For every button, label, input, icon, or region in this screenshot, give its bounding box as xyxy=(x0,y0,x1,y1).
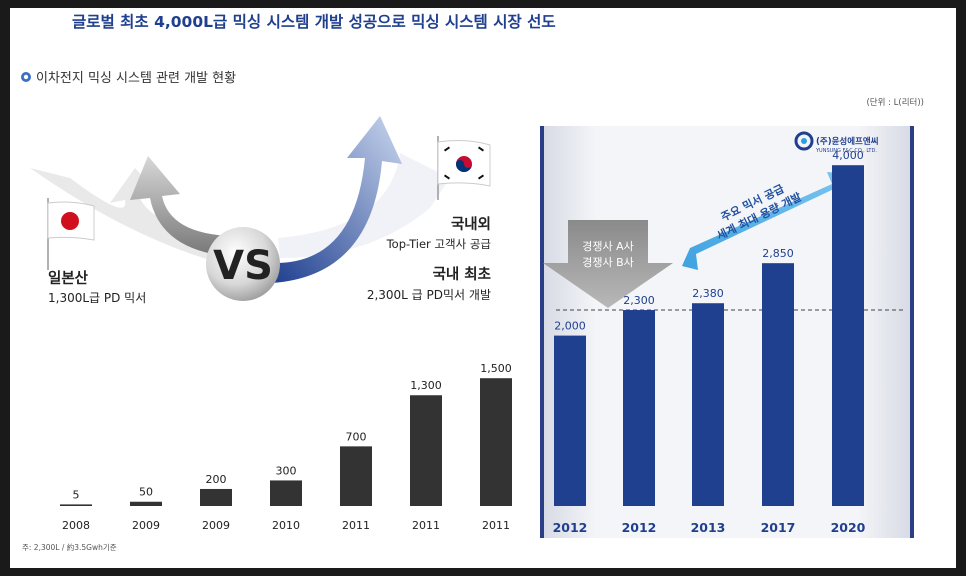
section-subtitle: 이차전지 믹싱 시스템 관련 개발 현황 xyxy=(36,71,236,86)
bar-2013-1-2 xyxy=(692,303,724,506)
bar-2012-1-1 xyxy=(623,310,655,506)
bar-2010-0-3 xyxy=(270,480,302,506)
category-label: 2011 xyxy=(342,519,370,532)
bar-value-label: 2,380 xyxy=(692,287,724,300)
bar-value-label: 2,000 xyxy=(554,320,586,333)
bar-value-label: 50 xyxy=(139,486,153,499)
bar-value-label: 2,300 xyxy=(623,294,655,307)
bar-2012-1-0 xyxy=(554,335,586,506)
bar-value-label: 5 xyxy=(73,488,80,501)
category-label: 2009 xyxy=(132,519,160,532)
bar-2011-0-5 xyxy=(410,395,442,506)
bar-2009-0-2 xyxy=(200,488,232,506)
bar-value-label: 1,500 xyxy=(480,362,512,375)
category-label: 2011 xyxy=(482,519,510,532)
category-label: 2013 xyxy=(691,520,726,535)
korea-desc-2: 2,300L 급 PD믹서 개발 xyxy=(367,288,491,302)
bar-2009-0-1 xyxy=(130,501,162,506)
bar-2008-0-0 xyxy=(60,504,92,506)
bar-value-label: 700 xyxy=(346,430,367,443)
category-label: 2011 xyxy=(412,519,440,532)
category-label: 2017 xyxy=(761,520,796,535)
category-label: 2012 xyxy=(622,520,657,535)
bar-value-label: 1,300 xyxy=(410,379,442,392)
korea-desc-1: Top-Tier 고객사 공급 xyxy=(386,237,491,251)
bar-2011-0-4 xyxy=(340,446,372,506)
category-label: 2012 xyxy=(553,520,588,535)
bar-value-label: 200 xyxy=(206,473,227,486)
page-title: 글로벌 최초 4,000L급 믹싱 시스템 개발 성공으로 믹싱 시스템 시장 … xyxy=(72,12,556,31)
chart-canvas: 글로벌 최초 4,000L급 믹싱 시스템 개발 성공으로 믹싱 시스템 시장 … xyxy=(21,12,924,552)
competitor-line-2: 경쟁사 B사 xyxy=(582,256,634,269)
japan-label: 일본산 xyxy=(48,270,89,287)
infographic-frame: 글로벌 최초 4,000L급 믹싱 시스템 개발 성공으로 믹싱 시스템 시장 … xyxy=(10,8,956,568)
bar-2017-1-3 xyxy=(762,263,794,506)
category-label: 2009 xyxy=(202,519,230,532)
category-label: 2010 xyxy=(272,519,300,532)
company-name: (주)윤성에프앤씨 xyxy=(816,136,879,147)
comparison-graphic: VS 일본산 1,300L급 PD 믹서 국내외 Top-Tier 고객사 공급… xyxy=(30,116,491,305)
vs-circle xyxy=(206,227,280,301)
category-label: 2008 xyxy=(62,519,90,532)
korea-label-1: 국내외 xyxy=(451,215,491,233)
competitor-arrow: 경쟁사 A사 경쟁사 B사 xyxy=(543,220,673,308)
bar-2011-0-6 xyxy=(480,378,512,506)
competitor-line-1: 경쟁사 A사 xyxy=(582,240,634,253)
company-logo: (주)윤성에프앤씨 YUNSUNG F&C CO., LTD. xyxy=(794,131,879,154)
bar-2020-1-4 xyxy=(832,165,864,506)
navy-growth-arrow xyxy=(272,116,402,283)
company-name-en: YUNSUNG F&C CO., LTD. xyxy=(815,148,877,154)
japan-flag-icon xyxy=(47,198,95,270)
category-label: 2020 xyxy=(831,520,866,535)
grey-growth-arrow xyxy=(130,156,232,256)
korea-flag-icon xyxy=(437,136,491,200)
bar-series: 5 2008 50 2009 200 2009 300 2010 700 2011 1,300 201… xyxy=(60,149,866,535)
bar-value-label: 300 xyxy=(276,464,297,477)
unit-label: (단위 : L(리터)) xyxy=(866,97,924,108)
bar-value-label: 2,850 xyxy=(762,247,794,260)
japan-desc: 1,300L급 PD 믹서 xyxy=(48,291,146,305)
korea-label-2: 국내 최초 xyxy=(433,265,491,283)
vs-label: VS xyxy=(213,243,273,289)
footnote: 주: 2,300L / 約3.5Gwh기준 xyxy=(22,542,117,552)
bar-value-label: 4,000 xyxy=(832,149,864,162)
